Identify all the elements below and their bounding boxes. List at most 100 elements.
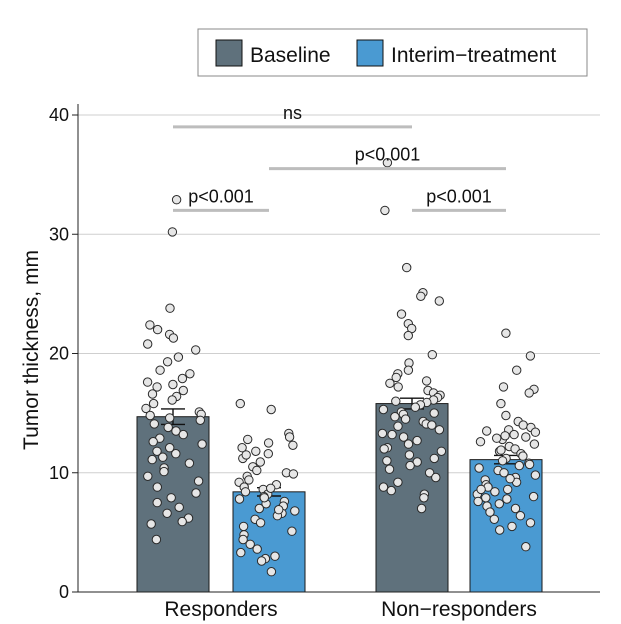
point-interim-responders-20 bbox=[240, 487, 251, 497]
significance-annotations: ns p<0.001 p<0.001 p<0.001 bbox=[173, 103, 506, 212]
y-tick-label-10: 10 bbox=[49, 463, 69, 483]
point-baseline-responders-28 bbox=[163, 422, 173, 433]
point-baseline-responders-37 bbox=[158, 452, 168, 462]
y-tick-label-0: 0 bbox=[59, 582, 69, 602]
point-baseline-non-responders-4 bbox=[416, 291, 426, 301]
point-baseline-non-responders-16 bbox=[385, 378, 395, 388]
point-baseline-non-responders-45 bbox=[384, 464, 395, 474]
point-baseline-responders-34 bbox=[165, 443, 175, 453]
x-tick-labels: Responders Non−responders bbox=[164, 598, 537, 621]
point-interim-responders-4 bbox=[243, 434, 253, 445]
point-baseline-responders-53 bbox=[151, 534, 162, 545]
x-tick-label-responders: Responders bbox=[164, 598, 277, 621]
point-interim-non-responders-13 bbox=[509, 429, 519, 440]
point-baseline-non-responders-59 bbox=[382, 456, 392, 466]
point-baseline-responders-39 bbox=[184, 458, 195, 468]
point-baseline-responders-30 bbox=[178, 429, 189, 440]
point-baseline-non-responders-50 bbox=[386, 485, 396, 496]
point-baseline-non-responders-53 bbox=[416, 503, 427, 514]
data-points bbox=[141, 158, 541, 577]
point-interim-non-responders-0 bbox=[501, 328, 511, 338]
point-interim-non-responders-53 bbox=[492, 433, 502, 443]
point-interim-responders-3 bbox=[284, 432, 295, 442]
point-baseline-non-responders-36 bbox=[398, 432, 409, 442]
point-interim-non-responders-9 bbox=[518, 420, 528, 430]
point-interim-responders-40 bbox=[270, 551, 280, 561]
point-interim-responders-7 bbox=[251, 446, 261, 456]
point-interim-non-responders-17 bbox=[529, 439, 540, 449]
point-interim-responders-49 bbox=[274, 505, 284, 515]
point-baseline-responders-10 bbox=[155, 365, 165, 375]
point-interim-non-responders-52 bbox=[482, 426, 492, 436]
point-baseline-non-responders-52 bbox=[419, 493, 429, 503]
y-ticks: 0 10 20 30 40 bbox=[49, 105, 78, 602]
point-baseline-responders-32 bbox=[148, 437, 158, 447]
point-baseline-responders-49 bbox=[162, 508, 172, 518]
point-baseline-responders-36 bbox=[171, 449, 181, 459]
legend-frame bbox=[197, 28, 588, 77]
point-interim-non-responders-47 bbox=[489, 514, 499, 524]
point-interim-non-responders-26 bbox=[514, 460, 524, 471]
point-interim-non-responders-37 bbox=[490, 487, 500, 497]
point-interim-non-responders-6 bbox=[496, 398, 506, 409]
point-baseline-responders-16 bbox=[178, 385, 189, 396]
point-baseline-responders-13 bbox=[142, 377, 153, 387]
point-baseline-responders-20 bbox=[148, 398, 159, 409]
point-baseline-responders-8 bbox=[173, 352, 184, 362]
legend: Baseline Interim−treatment bbox=[197, 28, 588, 77]
point-baseline-non-responders-44 bbox=[405, 460, 415, 471]
point-interim-non-responders-54 bbox=[496, 445, 506, 455]
x-tick-label-non-responders: Non−responders bbox=[381, 598, 537, 621]
point-interim-responders-1 bbox=[266, 404, 276, 415]
point-baseline-non-responders-33 bbox=[393, 421, 403, 431]
point-baseline-responders-15 bbox=[152, 382, 162, 392]
point-interim-responders-32 bbox=[255, 518, 266, 528]
point-baseline-responders-41 bbox=[159, 466, 169, 477]
legend-swatch-interim bbox=[356, 39, 384, 67]
point-interim-responders-10 bbox=[255, 457, 265, 467]
point-baseline-responders-19 bbox=[167, 395, 177, 405]
point-interim-responders-23 bbox=[234, 494, 245, 504]
point-baseline-non-responders-2 bbox=[402, 262, 412, 273]
point-baseline-non-responders-41 bbox=[404, 450, 415, 460]
point-baseline-non-responders-48 bbox=[393, 477, 403, 487]
point-baseline-non-responders-40 bbox=[436, 446, 447, 456]
point-baseline-non-responders-25 bbox=[410, 402, 420, 412]
point-baseline-non-responders-29 bbox=[390, 412, 400, 422]
sig-label-3: p<0.001 bbox=[426, 186, 492, 206]
point-interim-non-responders-58 bbox=[481, 493, 491, 503]
point-interim-non-responders-3 bbox=[498, 382, 509, 392]
point-interim-non-responders-29 bbox=[499, 468, 509, 478]
point-baseline-non-responders-56 bbox=[427, 420, 437, 430]
point-interim-responders-6 bbox=[237, 443, 247, 453]
point-baseline-non-responders-55 bbox=[391, 396, 401, 406]
y-tick-label-20: 20 bbox=[49, 344, 69, 364]
legend-label-interim: Interim−treatment bbox=[391, 44, 556, 67]
point-baseline-responders-14 bbox=[168, 379, 178, 390]
point-interim-non-responders-41 bbox=[473, 496, 483, 507]
point-interim-non-responders-45 bbox=[485, 507, 495, 517]
legend-swatch-baseline bbox=[215, 39, 243, 67]
point-interim-non-responders-49 bbox=[507, 521, 517, 532]
point-baseline-non-responders-26 bbox=[378, 404, 389, 415]
point-interim-responders-5 bbox=[263, 438, 274, 448]
point-interim-non-responders-50 bbox=[495, 525, 505, 535]
point-interim-responders-28 bbox=[290, 506, 300, 516]
point-baseline-responders-1 bbox=[171, 195, 182, 205]
point-baseline-responders-24 bbox=[145, 410, 155, 421]
point-baseline-responders-5 bbox=[168, 333, 179, 343]
point-interim-responders-8 bbox=[263, 449, 273, 459]
point-interim-responders-15 bbox=[244, 475, 254, 485]
point-baseline-non-responders-30 bbox=[400, 414, 411, 424]
point-interim-non-responders-30 bbox=[530, 470, 541, 480]
point-interim-responders-37 bbox=[245, 539, 255, 549]
point-interim-non-responders-57 bbox=[476, 484, 486, 495]
point-interim-non-responders-27 bbox=[474, 463, 484, 473]
sig-label-1: p<0.001 bbox=[355, 145, 421, 165]
point-baseline-non-responders-17 bbox=[393, 382, 403, 392]
point-interim-non-responders-24 bbox=[497, 456, 508, 466]
point-baseline-responders-29 bbox=[171, 426, 181, 436]
point-interim-responders-34 bbox=[287, 526, 297, 536]
point-baseline-responders-52 bbox=[146, 519, 156, 529]
point-baseline-responders-47 bbox=[152, 497, 162, 508]
